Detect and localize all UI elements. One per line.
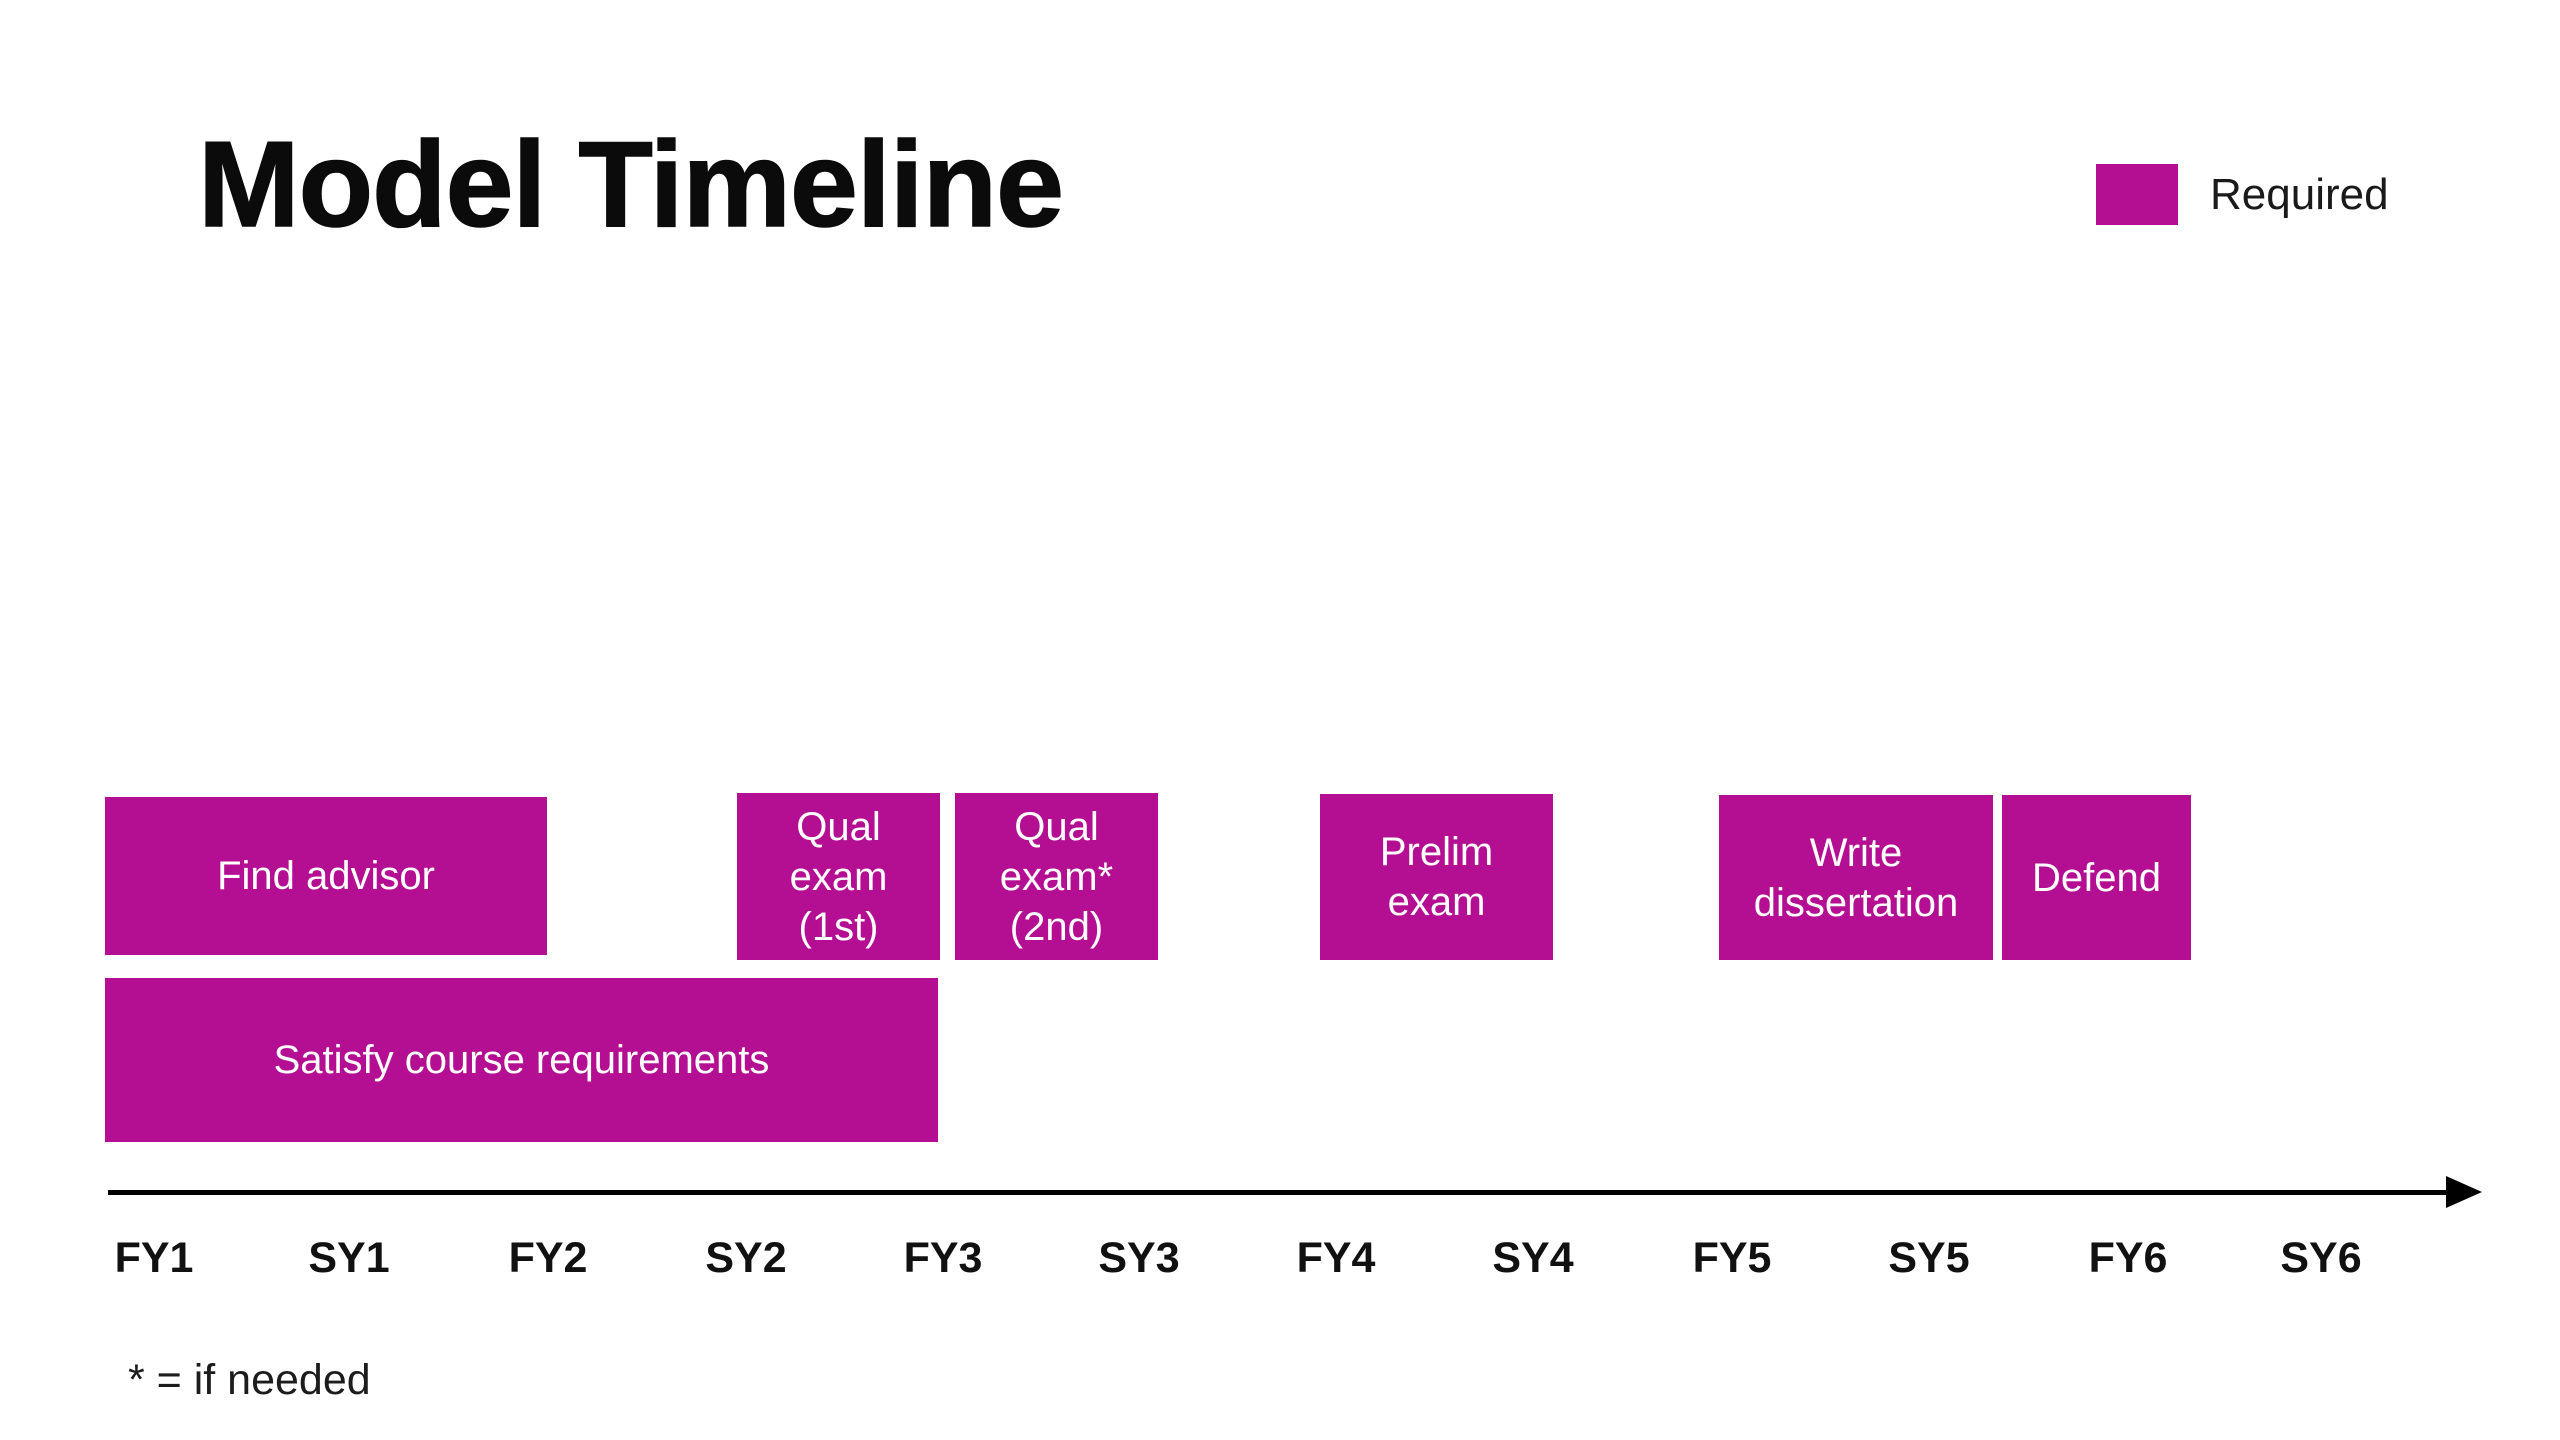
timeline-box-write-dissertation: Write dissertation bbox=[1719, 795, 1993, 960]
box-label: Defend bbox=[2032, 855, 2161, 900]
legend-label: Required bbox=[2210, 169, 2389, 219]
timeline-box-qual-exam-2nd: Qual exam* (2nd) bbox=[955, 793, 1158, 960]
box-label: Qual exam* (2nd) bbox=[999, 804, 1114, 949]
timeline-box-satisfy-course-requirements: Satisfy course requirements bbox=[105, 978, 938, 1142]
box-label: Write dissertation bbox=[1753, 830, 1959, 925]
axis-tick-label: SY2 bbox=[705, 1234, 787, 1282]
axis-tick-label: FY4 bbox=[1296, 1234, 1376, 1282]
axis-tick-label: SY1 bbox=[308, 1234, 390, 1282]
axis-tick-label: SY3 bbox=[1098, 1234, 1180, 1282]
legend: Required bbox=[2096, 164, 2389, 225]
axis-tick-label: FY5 bbox=[1692, 1234, 1772, 1282]
axis-arrowhead-icon bbox=[2446, 1176, 2482, 1208]
footnote: * = if needed bbox=[128, 1356, 371, 1404]
axis-tick-label: SY5 bbox=[1888, 1234, 1970, 1282]
slide-title: Model Timeline bbox=[197, 115, 1065, 253]
axis-tick-label: SY6 bbox=[2280, 1234, 2362, 1282]
axis-tick-label: SY4 bbox=[1492, 1234, 1574, 1282]
timeline-box-prelim-exam: Prelim exam bbox=[1320, 794, 1553, 960]
box-label: Qual exam (1st) bbox=[789, 804, 888, 949]
timeline-axis-line bbox=[108, 1190, 2448, 1195]
axis-tick-label: FY1 bbox=[114, 1234, 194, 1282]
timeline-box-find-advisor: Find advisor bbox=[105, 797, 547, 955]
axis-tick-label: FY6 bbox=[2088, 1234, 2168, 1282]
box-label: Prelim exam bbox=[1379, 830, 1494, 924]
axis-tick-label: FY3 bbox=[903, 1234, 983, 1282]
timeline-axis-labels: FY1 SY1 FY2 SY2 FY3 SY3 FY4 SY4 FY5 SY5 … bbox=[0, 1234, 2560, 1284]
axis-tick-label: FY2 bbox=[508, 1234, 588, 1282]
timeline-box-defend: Defend bbox=[2002, 795, 2191, 960]
legend-color-swatch bbox=[2096, 164, 2178, 225]
timeline-box-qual-exam-1st: Qual exam (1st) bbox=[737, 793, 940, 960]
box-label: Satisfy course requirements bbox=[273, 1038, 770, 1082]
box-label: Find advisor bbox=[217, 854, 435, 898]
